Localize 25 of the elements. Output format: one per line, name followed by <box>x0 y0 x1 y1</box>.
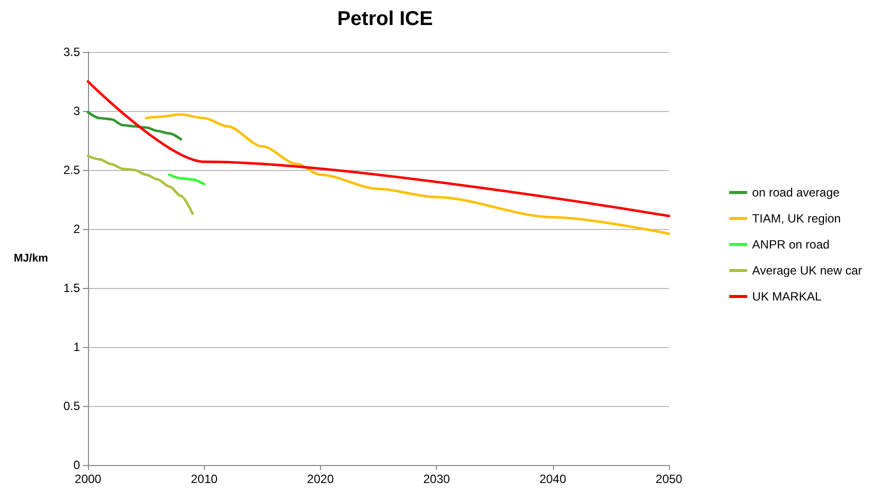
y-tick-label: 1.5 <box>63 281 80 295</box>
line-series <box>168 173 206 186</box>
y-tick-label: 0 <box>73 458 80 472</box>
y-axis-title: MJ/km <box>14 252 48 264</box>
x-tick-label: 2030 <box>423 472 450 486</box>
legend-label: Average UK new car <box>752 264 862 278</box>
y-tick-label: 1 <box>73 340 80 354</box>
line-series <box>144 113 670 235</box>
legend-label: on road average <box>752 186 840 200</box>
legend-label: ANPR on road <box>752 238 830 252</box>
x-tick-label: 2050 <box>656 472 683 486</box>
x-tick-label: 2040 <box>539 472 566 486</box>
chart-title: Petrol ICE <box>337 8 433 30</box>
line-series <box>86 110 182 141</box>
legend-label: TIAM, UK region <box>752 212 841 226</box>
y-tick-label: 3.5 <box>63 45 80 59</box>
y-tick-label: 3 <box>73 104 80 118</box>
x-tick-label: 2000 <box>74 472 102 486</box>
legend-label: UK MARKAL <box>752 290 822 304</box>
y-tick-label: 0.5 <box>63 399 80 413</box>
y-tick-label: 2 <box>73 222 80 236</box>
y-tick-label: 2.5 <box>63 163 80 177</box>
x-tick-label: 2020 <box>307 472 334 486</box>
line-series <box>86 154 194 215</box>
x-tick-label: 2010 <box>190 472 218 486</box>
